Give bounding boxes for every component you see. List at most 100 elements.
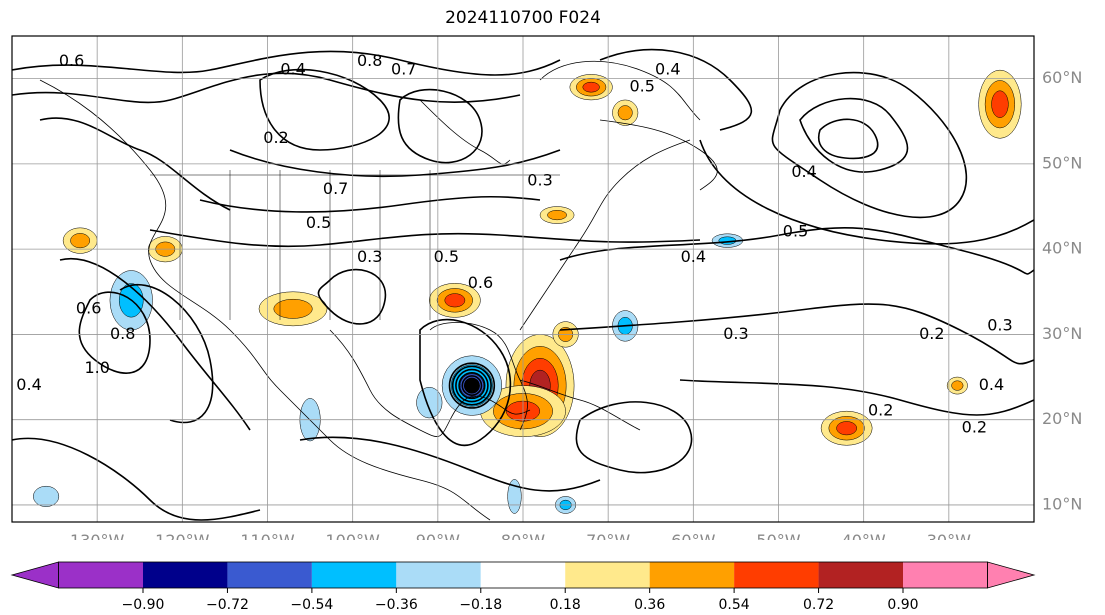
contour-label: 0.3 [723, 324, 748, 343]
lon-tick-label: 100°W [325, 531, 380, 540]
contour-label: 1.0 [84, 358, 109, 377]
contour-line [12, 50, 561, 76]
longitude-labels: 130°W 120°W 110°W 100°W 90°W 80°W 70°W 60°W 50°W… [70, 531, 971, 540]
lon-tick-label: 50°W [756, 531, 800, 540]
colorbar-tick-label: −0.36 [375, 597, 418, 610]
contour-label: 0.7 [323, 179, 348, 198]
contour-label: 0.2 [962, 418, 987, 437]
positive-anomaly-patch [951, 380, 964, 391]
colorbar-ticks: −0.90 −0.72 −0.54 −0.36 −0.18 0.18 0.36 0.54 0.7… [122, 588, 919, 610]
contour-line [575, 401, 693, 474]
latitude-labels: 60°N 50°N 40°N 30°N 20°N 10°N [1042, 68, 1082, 513]
lon-tick-label: 70°W [586, 531, 630, 540]
contour-label: 0.3 [357, 247, 382, 266]
colorbar-bin [58, 562, 143, 588]
coastline [429, 322, 528, 431]
contour-line [397, 88, 483, 164]
contour-label: 0.7 [391, 60, 416, 79]
colorbar-tick-label: −0.54 [290, 597, 333, 610]
lat-tick-label: 60°N [1042, 68, 1082, 87]
contour-line [12, 437, 261, 521]
lon-tick-label: 80°W [501, 531, 545, 540]
contour-line [818, 118, 879, 160]
contour-label-layer: 0.6 0.8 0.7 0.4 0.2 0.7 0.5 0.3 0.5 0.6 0.3 0.4 0.5 0… [16, 51, 1012, 437]
contour-line [299, 436, 601, 492]
contour-line [559, 303, 1034, 365]
contour-label: 0.6 [59, 51, 84, 70]
hurricane-contour [448, 362, 496, 409]
colorbar-over-extend [987, 561, 1036, 589]
coastline [39, 79, 491, 521]
lat-tick-label: 40°N [1042, 239, 1082, 258]
contour-label: 0.2 [263, 128, 288, 147]
positive-anomaly-patch [582, 81, 600, 93]
contour-label: 0.3 [527, 170, 552, 189]
contour-label: 0.6 [76, 298, 101, 317]
map-title: 2024110700 F024 [445, 8, 601, 28]
contour-line [559, 227, 1034, 275]
lon-tick-label: 120°W [155, 531, 210, 540]
contour-line [59, 257, 251, 431]
contour-label: 0.4 [16, 375, 41, 394]
colorbar-outline [58, 561, 988, 589]
coastline [519, 139, 691, 331]
colorbar-bin [480, 562, 566, 588]
hurricane-contour [458, 371, 486, 400]
positive-anomaly-patch [991, 90, 1009, 118]
contour-label: 0.8 [357, 51, 382, 70]
contour-line [699, 139, 1034, 245]
contour-line [12, 72, 521, 104]
contour-label: 0.6 [468, 273, 493, 292]
coastline [539, 60, 701, 121]
lat-tick-label: 10°N [1042, 494, 1082, 513]
colorbar-tick-label: −0.18 [459, 597, 502, 610]
contour-label: 0.2 [868, 401, 893, 420]
map-frame [11, 35, 1035, 523]
contour-line [149, 229, 701, 248]
coastline [519, 379, 641, 431]
contour-line [317, 268, 387, 325]
colorbar-tick-label: 0.54 [719, 597, 750, 610]
contour-line [799, 97, 909, 173]
contour-label: 0.5 [434, 247, 459, 266]
positive-anomaly-patch [444, 293, 466, 308]
contour-label: 0.3 [987, 315, 1012, 334]
weather-map: 0.6 0.8 0.7 0.4 0.2 0.7 0.5 0.3 0.5 0.6 0.3 0.4 0.5 0… [11, 35, 1082, 540]
contour-line [419, 318, 512, 447]
contour-line [679, 379, 1034, 416]
hurricane-contour [455, 368, 489, 403]
positive-anomaly-patch [547, 209, 567, 221]
contour-label: 0.4 [979, 375, 1004, 394]
lat-tick-label: 50°N [1042, 153, 1082, 172]
coastline [599, 119, 718, 191]
colorbar-tick-label: −0.90 [122, 597, 165, 610]
contour-line [229, 149, 561, 178]
contour-label: 0.4 [791, 162, 816, 181]
lat-tick-label: 30°N [1042, 324, 1082, 343]
colorbar-bin [311, 562, 397, 588]
colorbar-bin [565, 562, 650, 588]
contour-line [771, 71, 968, 219]
hurricane-eye [463, 377, 480, 394]
contour-label: 0.5 [306, 213, 331, 232]
colorbar-tick-label: 0.18 [550, 597, 581, 610]
contour-line [599, 48, 753, 131]
contour-label: 0.5 [630, 77, 655, 96]
lon-tick-label: 40°W [842, 531, 886, 540]
colorbar-tick-label: 0.36 [634, 597, 665, 610]
colorbar-bins [10, 561, 1036, 589]
colorbar-bin [396, 562, 481, 588]
positive-anomaly-patch [617, 105, 633, 121]
lon-tick-label: 30°W [927, 531, 971, 540]
contour-layer [12, 48, 1034, 521]
contour-line [259, 68, 390, 151]
colorbar-bin [649, 562, 735, 588]
colorbar-bin [227, 562, 312, 588]
lon-tick-label: 130°W [70, 531, 125, 540]
positive-anomaly-patch [273, 298, 313, 319]
colorbar: −0.90 −0.72 −0.54 −0.36 −0.18 0.18 0.36 0.54 0.7… [10, 561, 1036, 610]
colorbar-tick-label: −0.72 [206, 597, 249, 610]
negative-anomaly-patch [416, 387, 443, 419]
contour-label: 0.2 [919, 324, 944, 343]
positive-anomaly-patch [70, 233, 91, 249]
